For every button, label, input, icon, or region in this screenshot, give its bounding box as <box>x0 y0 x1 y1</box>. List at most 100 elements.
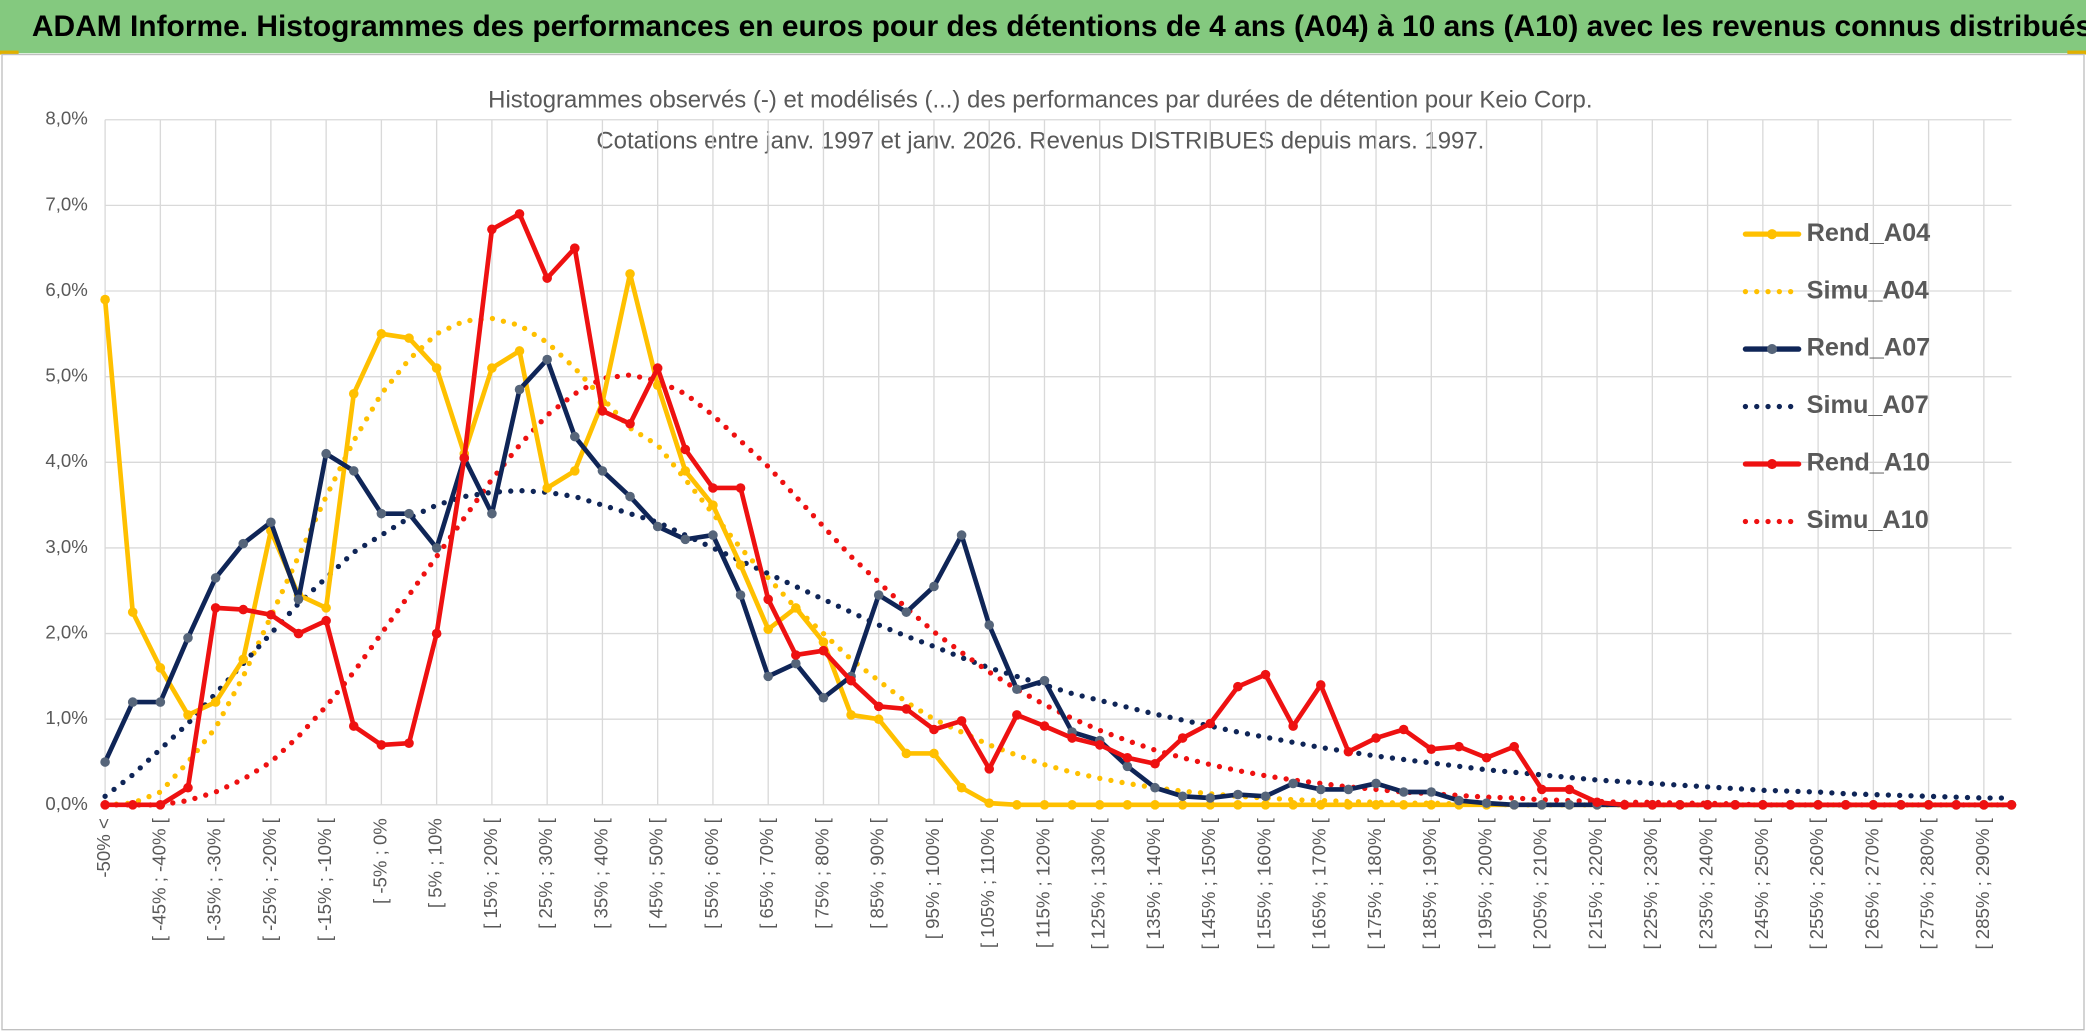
marker <box>1315 800 1326 810</box>
marker <box>404 508 414 519</box>
legend-label: Rend_A10 <box>1807 449 1931 477</box>
x-tick-label: [ 245% ; 250% [ <box>1751 817 1772 949</box>
marker <box>1979 800 1989 810</box>
marker <box>570 466 580 476</box>
marker <box>1094 740 1105 750</box>
marker <box>1177 733 1188 743</box>
x-tick-label: [ 235% ; 240% [ <box>1696 817 1717 949</box>
marker <box>1094 800 1105 810</box>
marker <box>680 466 691 476</box>
x-tick-label: [ 45% ; 50% [ <box>646 817 667 929</box>
marker <box>1039 675 1050 686</box>
marker <box>1012 710 1022 720</box>
marker <box>901 704 912 714</box>
marker <box>1288 800 1298 810</box>
marker <box>956 716 967 726</box>
y-tick-label: 5,0% <box>45 365 87 386</box>
marker <box>266 609 276 620</box>
marker <box>1150 782 1160 793</box>
marker <box>818 693 829 703</box>
marker <box>1012 684 1022 695</box>
x-tick-label: [ -45% ; -40% [ <box>148 817 169 941</box>
marker <box>1398 724 1409 735</box>
data-line <box>102 211 2014 808</box>
marker <box>929 581 939 592</box>
marker <box>1371 733 1381 743</box>
marker <box>238 654 249 665</box>
legend-label: Simu_A07 <box>1807 391 1929 419</box>
marker <box>735 483 746 493</box>
marker <box>708 500 718 510</box>
x-tick-label: [ 15% ; 20% [ <box>480 817 501 929</box>
marker <box>1426 787 1437 797</box>
x-tick-label: [ -25% ; -20% [ <box>259 817 280 941</box>
marker <box>1840 800 1851 810</box>
x-tick-label: [ 265% ; 270% [ <box>1861 817 1882 949</box>
x-tick-label: [ 135% ; 140% [ <box>1143 817 1164 949</box>
x-tick-label: [ 275% ; 280% [ <box>1917 817 1938 949</box>
marker <box>100 800 110 810</box>
marker <box>1177 800 1188 810</box>
marker <box>1398 787 1409 797</box>
marker <box>127 800 138 810</box>
marker <box>1343 746 1354 757</box>
marker <box>155 663 166 673</box>
marker <box>1564 784 1575 795</box>
x-tick-label: [ 205% ; 210% [ <box>1530 817 1551 949</box>
marker <box>1039 800 1050 810</box>
marker <box>956 782 967 793</box>
y-tick-label: 2,0% <box>45 621 87 642</box>
marker <box>348 466 359 476</box>
x-tick-label: [ 5% ; 10% <box>425 818 446 908</box>
marker <box>348 721 359 731</box>
marker <box>1205 718 1216 729</box>
marker <box>1288 778 1298 789</box>
x-tick-label: [ 55% ; 60% [ <box>701 817 722 929</box>
x-tick-label: [ 35% ; 40% [ <box>590 817 611 929</box>
y-tick-label: 4,0% <box>45 450 87 471</box>
x-tick-label: [ 285% ; 290% [ <box>1972 817 1993 949</box>
marker <box>404 738 414 748</box>
marker <box>873 590 884 600</box>
marker <box>1067 800 1077 810</box>
marker <box>183 710 193 720</box>
legend-label: Simu_A04 <box>1807 276 1929 304</box>
marker <box>1619 800 1630 810</box>
marker <box>1730 800 1740 810</box>
x-tick-label: [ 215% ; 220% [ <box>1585 817 1606 949</box>
marker <box>321 448 331 459</box>
marker <box>1260 791 1271 802</box>
marker <box>431 363 442 373</box>
marker <box>1481 798 1492 808</box>
marker <box>1813 800 1823 810</box>
marker <box>321 603 331 613</box>
marker <box>487 363 497 373</box>
marker <box>791 650 801 660</box>
marker <box>542 354 552 365</box>
marker <box>625 269 635 279</box>
marker <box>1260 669 1271 680</box>
marker <box>570 431 580 442</box>
marker <box>763 594 773 605</box>
x-tick-label: [ -5% ; 0% <box>369 818 390 904</box>
marker <box>1233 681 1243 692</box>
x-tick-label: [ -15% ; -10% [ <box>314 817 335 941</box>
marker <box>735 560 746 570</box>
marker <box>376 508 387 519</box>
marker <box>597 406 608 416</box>
marker <box>597 466 608 476</box>
marker <box>1537 784 1547 795</box>
marker <box>542 483 552 493</box>
marker <box>1564 800 1575 810</box>
marker <box>1702 800 1713 810</box>
marker <box>155 800 166 810</box>
y-tick-label: 7,0% <box>45 193 87 214</box>
marker <box>238 538 249 549</box>
x-tick-label: [ 65% ; 70% [ <box>756 817 777 929</box>
marker <box>2006 800 2017 810</box>
y-tick-label: 3,0% <box>45 536 87 557</box>
marker <box>625 491 635 502</box>
marker <box>1315 680 1326 690</box>
x-tick-label: [ 125% ; 130% [ <box>1088 817 1109 949</box>
